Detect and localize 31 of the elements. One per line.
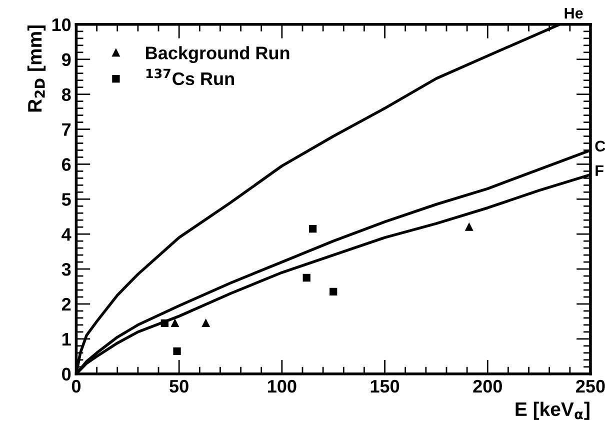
point <box>202 319 210 327</box>
x-tick-label: 150 <box>370 380 400 393</box>
x-tick-label: 200 <box>473 380 502 393</box>
point <box>330 288 338 296</box>
y-tick-label: 8 <box>62 88 71 102</box>
legend-label: Background Run <box>146 46 290 63</box>
y-tick-label: 5 <box>62 193 71 206</box>
point <box>465 223 473 231</box>
y-tick-label: 9 <box>62 53 71 66</box>
y-tick-label: 4 <box>62 228 72 241</box>
y-tick-label: 6 <box>62 158 71 171</box>
y-tick-label: 1 <box>62 333 71 346</box>
y-tick-label: 3 <box>62 262 71 276</box>
x-tick-label: 50 <box>170 380 188 393</box>
x-tick-label: 0 <box>72 380 81 393</box>
point <box>171 319 179 327</box>
y-tick-label: 7 <box>62 123 71 136</box>
y-axis-title: R$_{2D}$ [mm] <box>27 26 46 112</box>
y-tick-label: 0 <box>62 368 71 381</box>
series-label: He <box>564 8 583 19</box>
legend-label: $^{137}$Cs Run <box>146 68 234 86</box>
legend-label: F <box>596 165 604 176</box>
x-tick-label: 100 <box>268 380 296 393</box>
point <box>308 225 317 233</box>
y-tick-label: 2 <box>62 298 71 311</box>
x-tick-label: 250 <box>576 380 605 393</box>
point <box>302 274 310 282</box>
y-tick-label: 10 <box>52 18 71 32</box>
point <box>173 347 181 355</box>
x-axis-title: E [keV$_{α}$] <box>516 402 590 420</box>
legend-label: C <box>595 140 605 152</box>
